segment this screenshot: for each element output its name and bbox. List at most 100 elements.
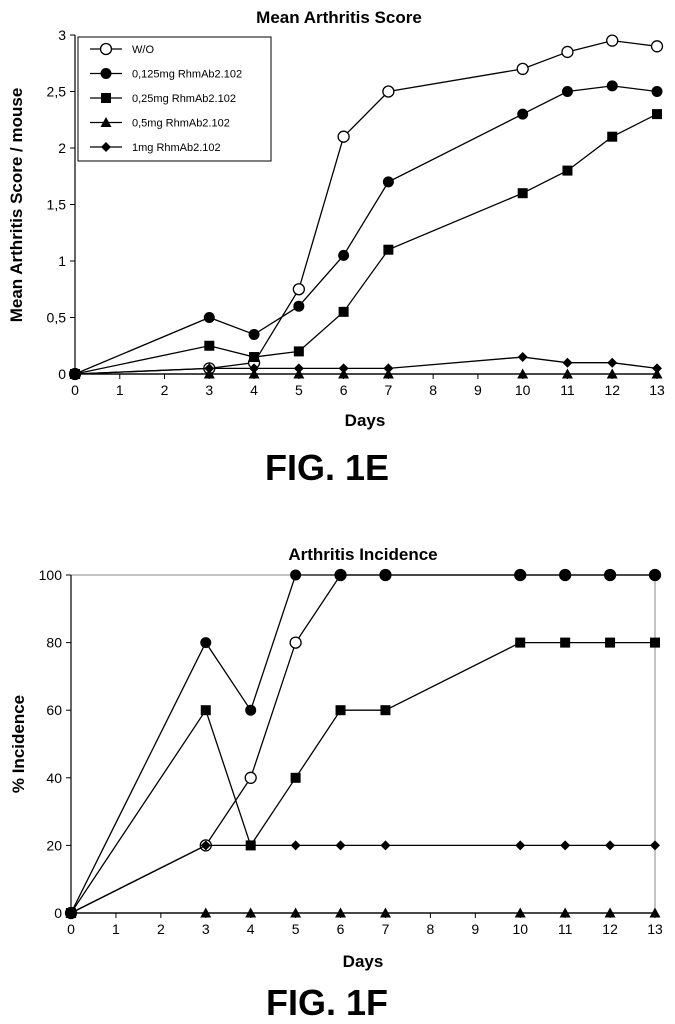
y-axis-label: % Incidence: [9, 695, 28, 793]
data-point: [560, 638, 570, 648]
legend-entry: 0,125mg RhmAb2.102: [132, 69, 242, 81]
x-tick-label: 9: [471, 921, 479, 937]
legend-marker: [101, 68, 112, 79]
series-line: [71, 575, 655, 913]
data-point: [562, 86, 573, 97]
data-point: [380, 705, 390, 715]
y-tick-label: 3: [58, 27, 66, 43]
data-point: [383, 86, 394, 97]
x-tick-label: 4: [250, 382, 258, 398]
series-line: [71, 575, 655, 913]
data-point: [605, 840, 615, 850]
x-tick-label: 0: [71, 382, 79, 398]
data-point: [517, 63, 528, 74]
data-point: [339, 307, 349, 317]
data-point: [562, 166, 572, 176]
data-point: [249, 352, 259, 362]
x-axis-label: Days: [343, 952, 384, 971]
y-tick-label: 1: [58, 253, 66, 269]
x-tick-label: 2: [161, 382, 169, 398]
series: [66, 840, 660, 918]
series-line: [71, 845, 655, 913]
y-tick-label: 0: [58, 366, 66, 382]
x-tick-label: 13: [649, 382, 665, 398]
y-tick-label: 100: [39, 567, 63, 583]
data-point: [338, 131, 349, 142]
y-tick-label: 80: [46, 635, 62, 651]
data-point: [204, 312, 215, 323]
data-point: [290, 570, 301, 581]
data-point: [336, 705, 346, 715]
chart-title: Mean Arthritis Score: [256, 8, 422, 27]
data-point: [652, 41, 663, 52]
x-tick-label: 8: [426, 921, 434, 937]
y-tick-label: 60: [46, 702, 62, 718]
data-point: [380, 840, 390, 850]
data-point: [560, 840, 570, 850]
x-tick-label: 3: [202, 921, 210, 937]
chart-arthritis-incidence: Arthritis Incidence FIG. 1F Days % Incid…: [9, 545, 663, 1023]
figure-label: FIG. 1E: [265, 447, 389, 488]
legend-entry: W/O: [132, 44, 154, 56]
figure-label: FIG. 1F: [266, 982, 388, 1023]
data-point: [200, 637, 211, 648]
x-tick-label: 7: [384, 382, 392, 398]
data-point: [515, 840, 525, 850]
data-point: [294, 363, 304, 373]
x-tick-label: 11: [560, 382, 575, 398]
data-point: [291, 840, 301, 850]
data-point: [338, 250, 349, 261]
data-point: [518, 352, 528, 362]
data-point: [293, 284, 304, 295]
legend: W/O0,125mg RhmAb2.1020,25mg RhmAb2.1020,…: [78, 37, 271, 161]
x-tick-label: 2: [157, 921, 165, 937]
data-point: [652, 109, 662, 119]
y-tick-label: 1,5: [47, 197, 67, 213]
x-tick-label: 0: [67, 921, 75, 937]
y-tick-label: 2,5: [47, 84, 67, 100]
data-point: [652, 86, 663, 97]
legend-marker: [101, 44, 112, 55]
y-tick-label: 20: [46, 837, 62, 853]
x-tick-label: 10: [512, 921, 528, 937]
data-point: [607, 80, 618, 91]
data-point: [201, 705, 211, 715]
y-tick-label: 2: [58, 140, 66, 156]
x-tick-label: 6: [340, 382, 348, 398]
series-line: [71, 643, 655, 913]
y-tick-label: 0,5: [47, 310, 67, 326]
data-point: [560, 570, 571, 581]
data-point: [294, 346, 304, 356]
x-tick-label: 9: [474, 382, 482, 398]
y-axis-label: Mean Arthritis Score / mouse: [7, 88, 26, 323]
data-point: [336, 840, 346, 850]
x-axis-label: Days: [345, 411, 386, 430]
data-point: [383, 363, 393, 373]
y-tick-label: 0: [54, 905, 62, 921]
figure-canvas: Mean Arthritis Score FIG. 1E Days Mean A…: [0, 0, 675, 1024]
x-tick-label: 13: [647, 921, 663, 937]
legend-entry: 0,25mg RhmAb2.102: [132, 93, 236, 105]
data-point: [607, 358, 617, 368]
data-point: [650, 638, 660, 648]
series-line: [75, 357, 657, 374]
data-point: [650, 840, 660, 850]
x-tick-label: 4: [247, 921, 255, 937]
data-point: [291, 773, 301, 783]
x-tick-label: 10: [515, 382, 531, 398]
data-point: [652, 363, 662, 373]
x-tick-label: 12: [602, 921, 618, 937]
data-point: [383, 245, 393, 255]
data-point: [380, 570, 391, 581]
data-point: [515, 570, 526, 581]
data-point: [290, 637, 301, 648]
data-point: [249, 329, 260, 340]
data-point: [605, 570, 616, 581]
x-tick-label: 5: [292, 921, 300, 937]
data-point: [515, 638, 525, 648]
series: [66, 570, 661, 919]
x-tick-label: 6: [337, 921, 345, 937]
data-point: [204, 341, 214, 351]
x-tick-label: 1: [112, 921, 120, 937]
data-point: [335, 570, 346, 581]
